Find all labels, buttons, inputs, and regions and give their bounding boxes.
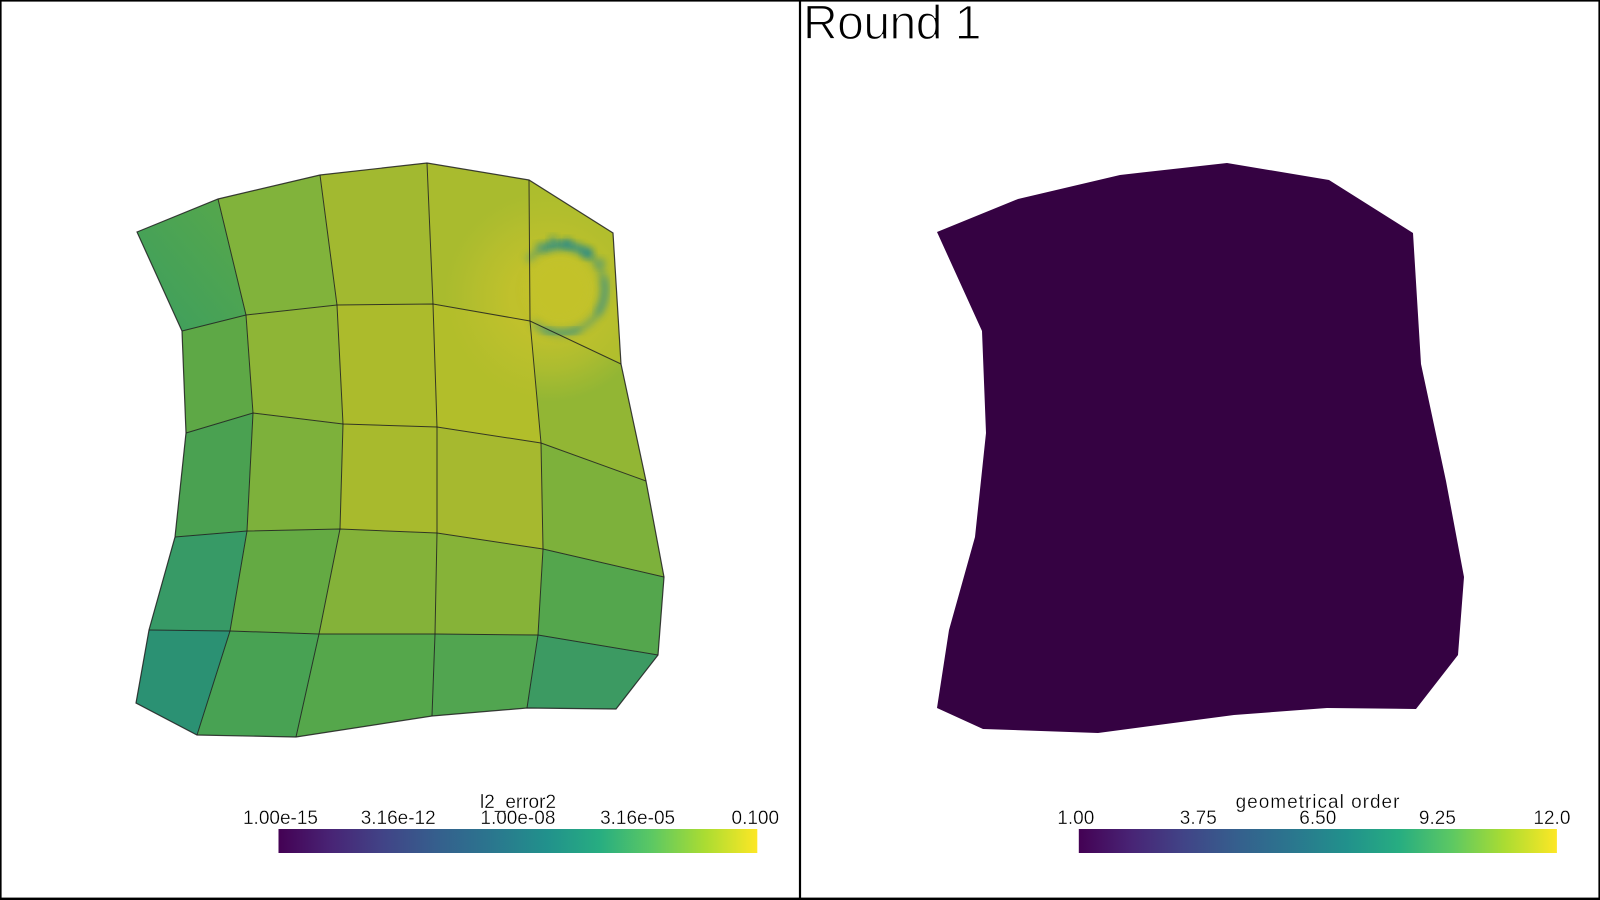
svg-text:3.16e-12: 3.16e-12: [361, 808, 436, 829]
svg-text:12.0: 12.0: [1533, 808, 1570, 829]
svg-text:9.25: 9.25: [1419, 808, 1456, 829]
svg-text:1.00e-15: 1.00e-15: [243, 808, 318, 829]
svg-text:6.50: 6.50: [1299, 808, 1336, 829]
svg-text:3.75: 3.75: [1180, 808, 1217, 829]
svg-text:l2_error2: l2_error2: [480, 792, 556, 813]
svg-text:3.16e-05: 3.16e-05: [600, 808, 675, 829]
svg-text:Round 1: Round 1: [803, 0, 981, 50]
svg-text:1.00: 1.00: [1057, 808, 1094, 829]
svg-text:geometrical order: geometrical order: [1236, 792, 1401, 813]
svg-text:1.00e-08: 1.00e-08: [480, 808, 555, 829]
svg-text:0.100: 0.100: [732, 808, 780, 829]
